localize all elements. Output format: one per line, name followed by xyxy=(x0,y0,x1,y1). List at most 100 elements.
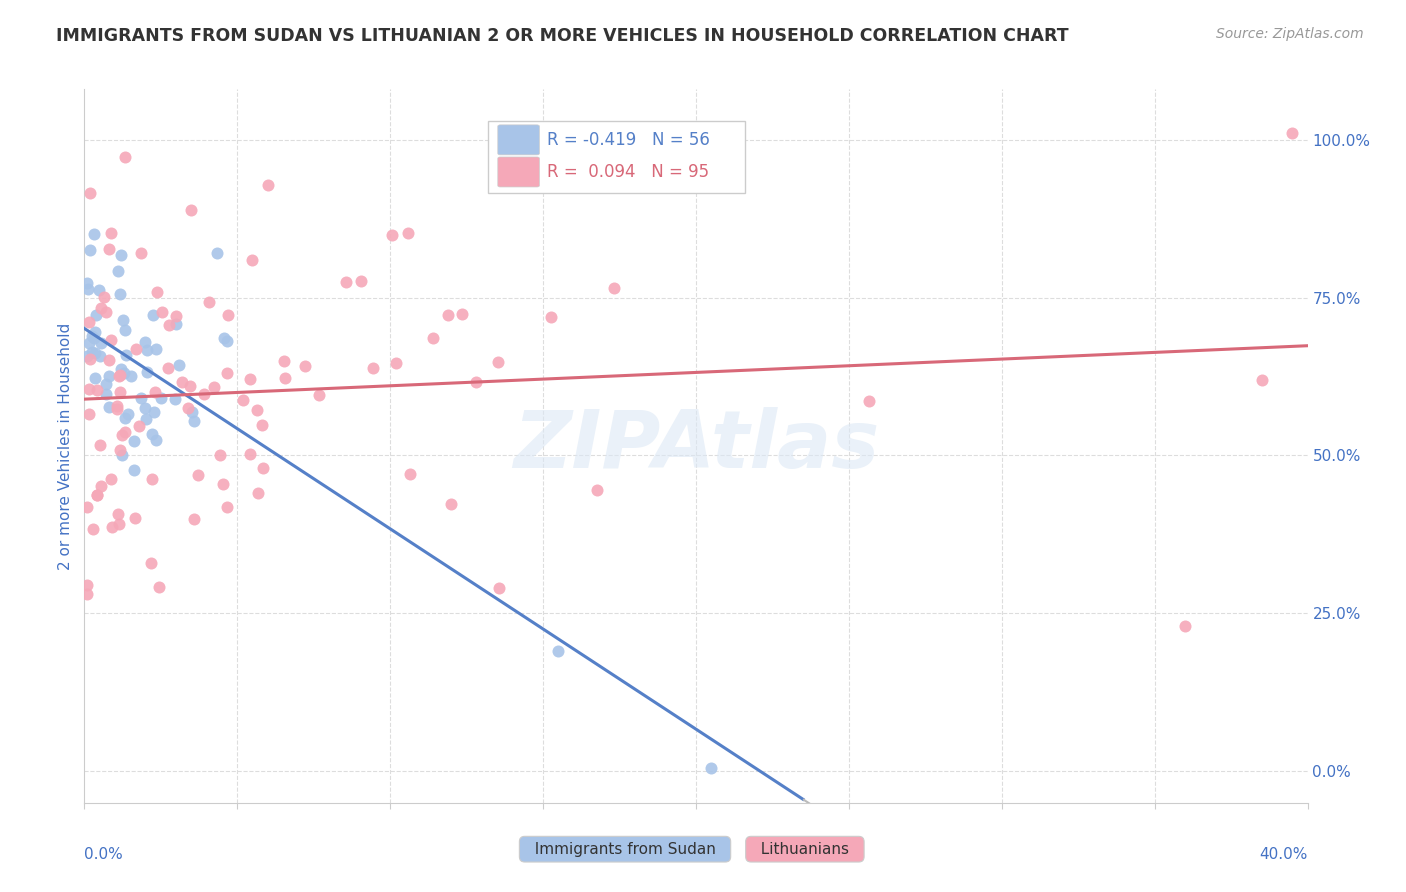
Point xyxy=(90,335,112,350)
Point xyxy=(100,334,122,348)
Point xyxy=(96,304,118,318)
Point xyxy=(76,277,98,291)
Point xyxy=(122,434,145,448)
FancyBboxPatch shape xyxy=(498,125,540,155)
Y-axis label: 2 or more Vehicles in Household: 2 or more Vehicles in Household xyxy=(58,322,73,570)
Point xyxy=(110,361,132,376)
Point xyxy=(381,227,404,242)
Point xyxy=(274,371,297,385)
Point xyxy=(79,351,101,366)
Point xyxy=(247,485,270,500)
Point xyxy=(700,761,723,775)
Point xyxy=(112,366,135,380)
Point xyxy=(205,246,228,260)
Point xyxy=(76,587,98,601)
Point xyxy=(399,467,422,481)
Point xyxy=(177,401,200,416)
Point xyxy=(215,500,238,515)
Text: R = -0.419   N = 56: R = -0.419 N = 56 xyxy=(547,131,710,149)
Point xyxy=(150,305,173,319)
Point xyxy=(108,385,131,400)
Point xyxy=(437,308,460,322)
Point xyxy=(141,472,163,486)
Point xyxy=(114,411,136,425)
Point xyxy=(308,387,330,401)
Point xyxy=(90,301,112,315)
Point xyxy=(129,246,152,260)
Point xyxy=(79,244,101,258)
Point xyxy=(111,428,134,442)
Point xyxy=(122,462,145,476)
Point xyxy=(108,287,131,301)
Text: R =  0.094   N = 95: R = 0.094 N = 95 xyxy=(547,163,709,181)
Point xyxy=(464,376,486,390)
Point xyxy=(273,354,295,368)
Point xyxy=(114,323,136,337)
Point xyxy=(107,507,129,521)
Point xyxy=(396,226,419,240)
Point xyxy=(105,402,128,417)
Point xyxy=(136,343,159,357)
Point xyxy=(146,285,169,300)
Point xyxy=(136,365,159,379)
Point xyxy=(83,331,105,345)
Point xyxy=(486,354,509,368)
Point xyxy=(84,346,107,360)
Point xyxy=(134,401,156,415)
Text: 40.0%: 40.0% xyxy=(1260,847,1308,862)
Point xyxy=(540,310,562,324)
Point xyxy=(89,349,111,363)
Point xyxy=(115,348,138,362)
Point xyxy=(361,360,384,375)
Point xyxy=(83,227,105,242)
Text: Immigrants from Sudan: Immigrants from Sudan xyxy=(524,842,725,856)
Point xyxy=(202,380,225,394)
Point xyxy=(79,315,101,329)
Point xyxy=(142,309,165,323)
Point xyxy=(217,308,239,322)
Point xyxy=(114,150,136,164)
Point xyxy=(257,178,280,192)
Point xyxy=(180,202,202,217)
Point xyxy=(148,581,170,595)
Point xyxy=(100,472,122,486)
Point xyxy=(93,290,115,304)
Point xyxy=(105,399,128,413)
Point xyxy=(1281,127,1303,141)
Point xyxy=(547,644,569,658)
Point xyxy=(335,275,357,289)
Point xyxy=(143,385,166,400)
Point xyxy=(149,392,172,406)
Point xyxy=(76,282,98,296)
Point xyxy=(76,578,98,592)
Point xyxy=(246,403,269,417)
Point xyxy=(134,334,156,349)
Point xyxy=(125,342,148,356)
FancyBboxPatch shape xyxy=(498,157,540,187)
Point xyxy=(76,349,98,363)
Point xyxy=(94,377,117,392)
Point xyxy=(239,447,262,461)
Point xyxy=(107,369,129,384)
Point xyxy=(250,417,273,432)
Point xyxy=(1250,373,1272,387)
Point xyxy=(239,372,262,386)
Point xyxy=(440,497,463,511)
Text: ZIPAtlas: ZIPAtlas xyxy=(513,407,879,485)
Point xyxy=(114,425,136,439)
Point xyxy=(198,295,221,310)
Text: IMMIGRANTS FROM SUDAN VS LITHUANIAN 2 OR MORE VEHICLES IN HOUSEHOLD CORRELATION : IMMIGRANTS FROM SUDAN VS LITHUANIAN 2 OR… xyxy=(56,27,1069,45)
Point xyxy=(86,488,108,502)
Point xyxy=(422,331,444,345)
Point xyxy=(167,358,190,372)
Point xyxy=(110,443,132,458)
Point xyxy=(145,342,167,356)
Point xyxy=(112,313,135,327)
Point xyxy=(187,468,209,483)
Point xyxy=(183,414,205,428)
Point xyxy=(159,318,181,333)
FancyBboxPatch shape xyxy=(488,121,745,193)
Point xyxy=(135,412,157,426)
Point xyxy=(79,186,101,201)
Point xyxy=(294,359,316,373)
